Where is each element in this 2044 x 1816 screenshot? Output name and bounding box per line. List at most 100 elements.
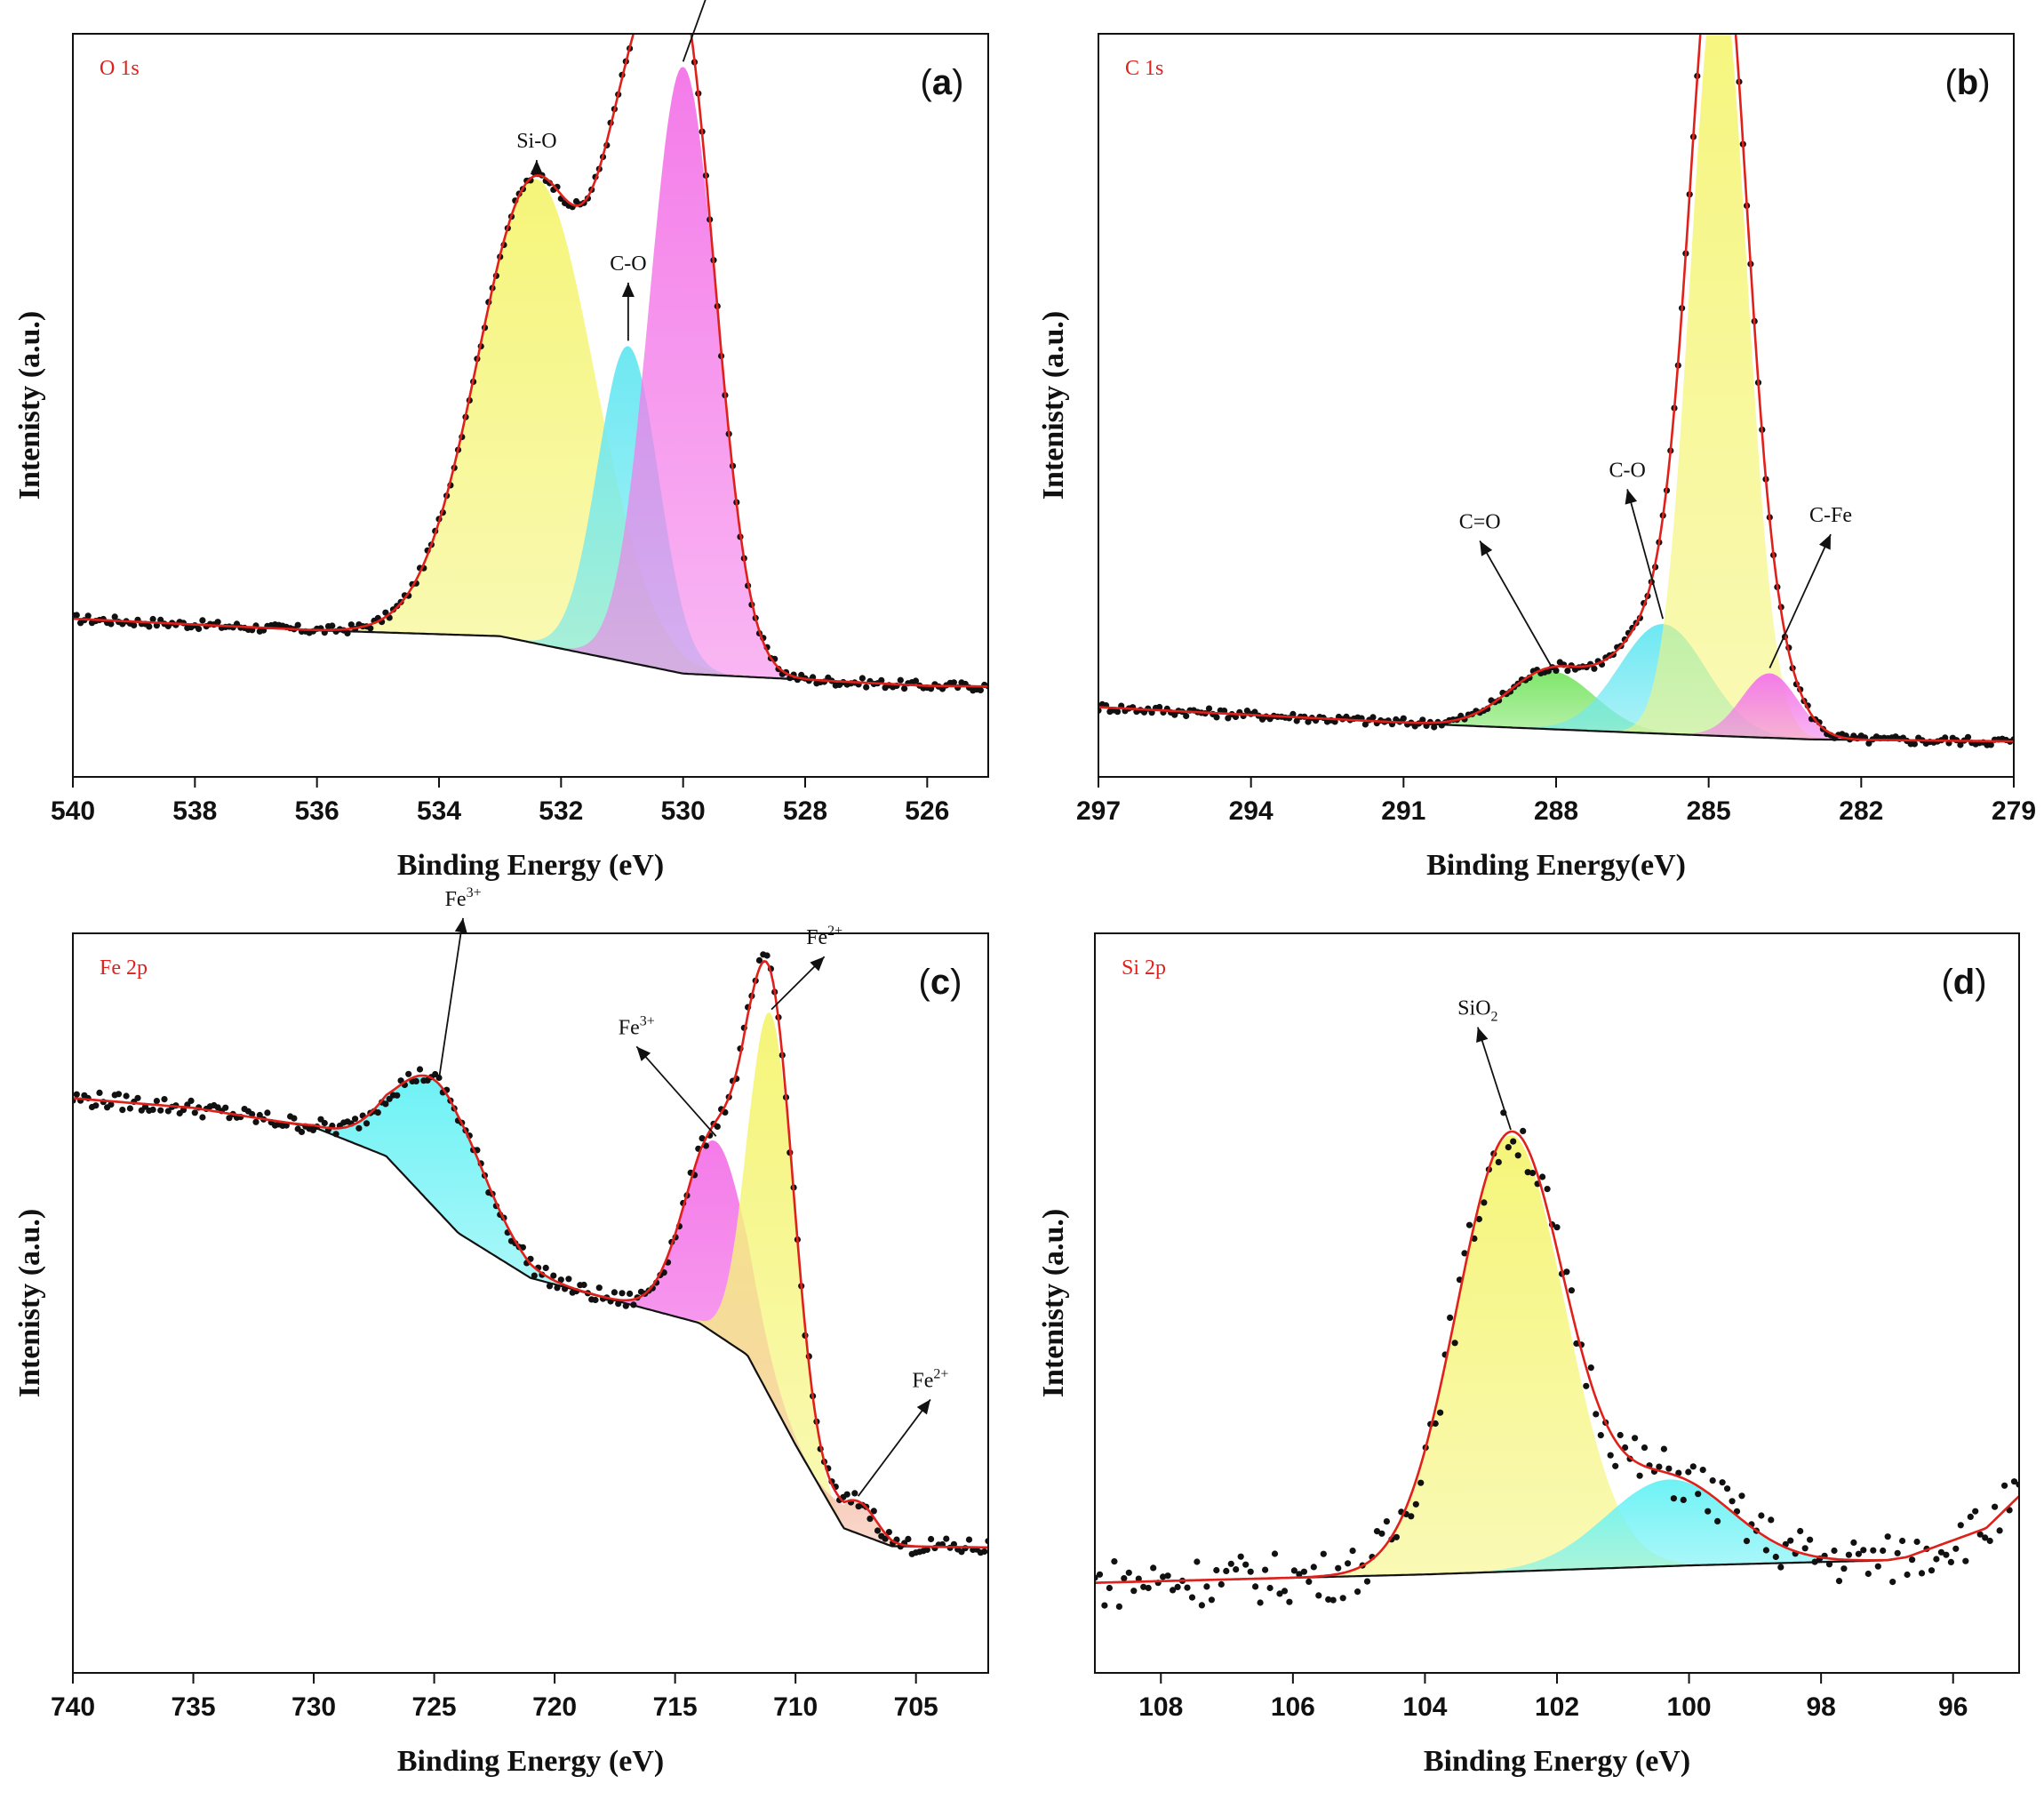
data-point [1593, 1411, 1600, 1418]
y-axis-title: Intenisty (a.u.) [1037, 1209, 1070, 1398]
data-point [1345, 1560, 1352, 1567]
data-point [1996, 1527, 2003, 1534]
x-tick-label: 285 [1687, 796, 1731, 826]
data-point [1417, 1479, 1425, 1486]
y-axis-title: Intenisty (a.u.) [13, 311, 46, 500]
data-point [1247, 1568, 1254, 1575]
data-point [1850, 1539, 1857, 1546]
annotation-arrow-head [916, 1399, 930, 1415]
data-point [858, 675, 866, 682]
data-point [367, 625, 374, 632]
data-point [755, 956, 763, 964]
data-point [1156, 703, 1163, 711]
data-point [1947, 1558, 1954, 1565]
data-point [866, 1516, 874, 1523]
data-point [611, 1289, 619, 1296]
panel-c-fe2p: 740 735 730 725 720 715 710 705 Binding Energy (… [13, 885, 989, 1778]
data-point [878, 676, 885, 684]
data-point [699, 1135, 706, 1142]
data-point [196, 625, 203, 633]
data-point [1114, 708, 1122, 716]
peak-si-o-fill [304, 179, 769, 678]
data-point [1150, 1564, 1157, 1572]
data-point [1889, 1579, 1896, 1586]
data-point [1520, 1127, 1527, 1134]
data-point [2001, 1482, 2008, 1489]
data-point [416, 1066, 424, 1073]
data-point [1719, 1479, 1726, 1486]
annotation-arrow-head [1625, 489, 1638, 505]
x-tick-label: 725 [412, 1692, 457, 1722]
data-point [374, 1109, 381, 1116]
data-point [1262, 1566, 1269, 1573]
data-point [1432, 1420, 1439, 1428]
data-point [153, 1098, 160, 1105]
data-point [1787, 1537, 1794, 1544]
data-point [1135, 1575, 1142, 1582]
data-point [1831, 1547, 1838, 1555]
data-point [1899, 1537, 1906, 1545]
data-point [355, 1124, 363, 1132]
data-point [1670, 1495, 1677, 1502]
data-point [1904, 1571, 1911, 1579]
data-point [1266, 1584, 1274, 1592]
annotation-arrow-line [1769, 533, 1832, 668]
data-point [1845, 1551, 1852, 1558]
data-point [1874, 1563, 1881, 1570]
data-point [1992, 1503, 1999, 1510]
data-point [1198, 1602, 1205, 1609]
data-point [157, 616, 164, 624]
data-point [1807, 1536, 1814, 1543]
data-point [1218, 1580, 1225, 1588]
data-point [851, 1490, 858, 1497]
data-point [1738, 1492, 1745, 1500]
annotation-arrow-head [1818, 534, 1831, 550]
peak-label-fe3: Fe3+ [619, 1013, 655, 1039]
data-point [1768, 1516, 1775, 1524]
data-point [1680, 1496, 1687, 1503]
data-point [1339, 1595, 1346, 1602]
data-point [1591, 665, 1598, 672]
data-point [256, 1111, 263, 1119]
data-point [1335, 1564, 1342, 1572]
data-point [542, 1264, 549, 1271]
x-tick-label: 106 [1271, 1692, 1315, 1722]
data-point [298, 1128, 306, 1135]
peak-label-c-o: C-O [1609, 459, 1645, 482]
data-point [1665, 1465, 1673, 1472]
data-point [363, 1120, 371, 1127]
annotation-arrow-line [682, 0, 707, 62]
data-point [1714, 1517, 1721, 1524]
data-point [222, 1104, 229, 1111]
data-point [1865, 740, 1872, 747]
data-point [557, 1276, 564, 1284]
data-point [1724, 1485, 1731, 1492]
data-point [73, 1091, 80, 1098]
data-point [119, 1107, 126, 1114]
x-tick-label: 735 [171, 1692, 215, 1722]
data-point [874, 1527, 882, 1534]
peak-label-sio2: SiO2 [1457, 997, 1497, 1025]
data-point [905, 1535, 912, 1542]
x-axis-title: Binding Energy (eV) [397, 1745, 664, 1778]
annotation-arrow-line [1477, 1027, 1512, 1131]
annotation-arrow-line [438, 917, 464, 1079]
x-tick-label: 526 [905, 796, 949, 826]
data-point [1825, 1561, 1833, 1568]
data-point [1705, 1508, 1712, 1515]
data-point [291, 1115, 298, 1122]
x-tick-label: 540 [51, 796, 95, 826]
data-point [1529, 1170, 1537, 1177]
peak-fe-o-fill [548, 67, 818, 681]
y-axis-title: Intenisty (a.u.) [1037, 311, 1070, 500]
x-tick-label: 102 [1535, 1692, 1579, 1722]
peak-component-fill [1418, 1479, 1920, 1575]
x-tick-label: 104 [1402, 1692, 1447, 1722]
data-point [1125, 1569, 1132, 1576]
data-point [412, 1077, 419, 1084]
data-point [1130, 1588, 1138, 1595]
data-point [1296, 1571, 1303, 1578]
x-tick-label: 530 [661, 796, 706, 826]
data-point [1281, 1588, 1289, 1595]
data-point [1378, 1530, 1385, 1537]
